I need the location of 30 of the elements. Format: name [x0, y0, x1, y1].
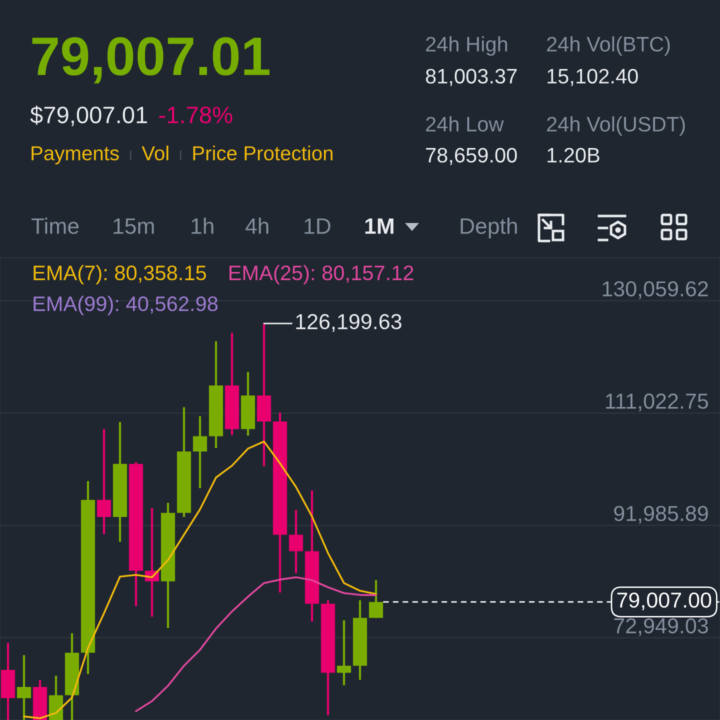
text: Vol [142, 146, 168, 160]
y-tick-label: 91,985.89 [614, 506, 708, 524]
text: 78,659.00 [426, 148, 517, 166]
text: EMA(7): 80,358.15 [34, 265, 206, 284]
y-tick-label: 72,949.03 [614, 618, 708, 636]
text: Time [32, 218, 79, 234]
text: Depth [460, 218, 517, 238]
text: 24h Vol(BTC) [547, 36, 670, 56]
text: Payments [32, 146, 119, 164]
text: 15,102.40 [548, 68, 638, 86]
text: Price Protection [193, 146, 332, 160]
text: $79,007.01 [30, 106, 148, 126]
text: 15m [114, 218, 154, 234]
text: 79,007.01 [32, 37, 270, 84]
text: 24h Vol(USDT) [547, 116, 685, 136]
y-tick-label: 111,022.75 [606, 394, 708, 412]
text: 1M [365, 218, 394, 234]
text: 24h Low [426, 116, 504, 132]
text: 81,003.37 [426, 68, 517, 86]
text: 1h [192, 218, 214, 234]
text: -1.78% [159, 106, 232, 124]
annotation: 126,199.63 [296, 314, 402, 332]
ref-line-label: 79,007.00 [617, 592, 712, 610]
text: 24h High [426, 36, 508, 56]
text: EMA(25): 80,157.12 [230, 265, 414, 284]
legend-label: EMA(99): 40,562.98 [34, 296, 218, 316]
text: 4h [246, 218, 268, 234]
y-tick-label: 130,059.62 [602, 281, 708, 300]
text: 1.20B [548, 148, 600, 163]
text: 1D [304, 218, 330, 234]
